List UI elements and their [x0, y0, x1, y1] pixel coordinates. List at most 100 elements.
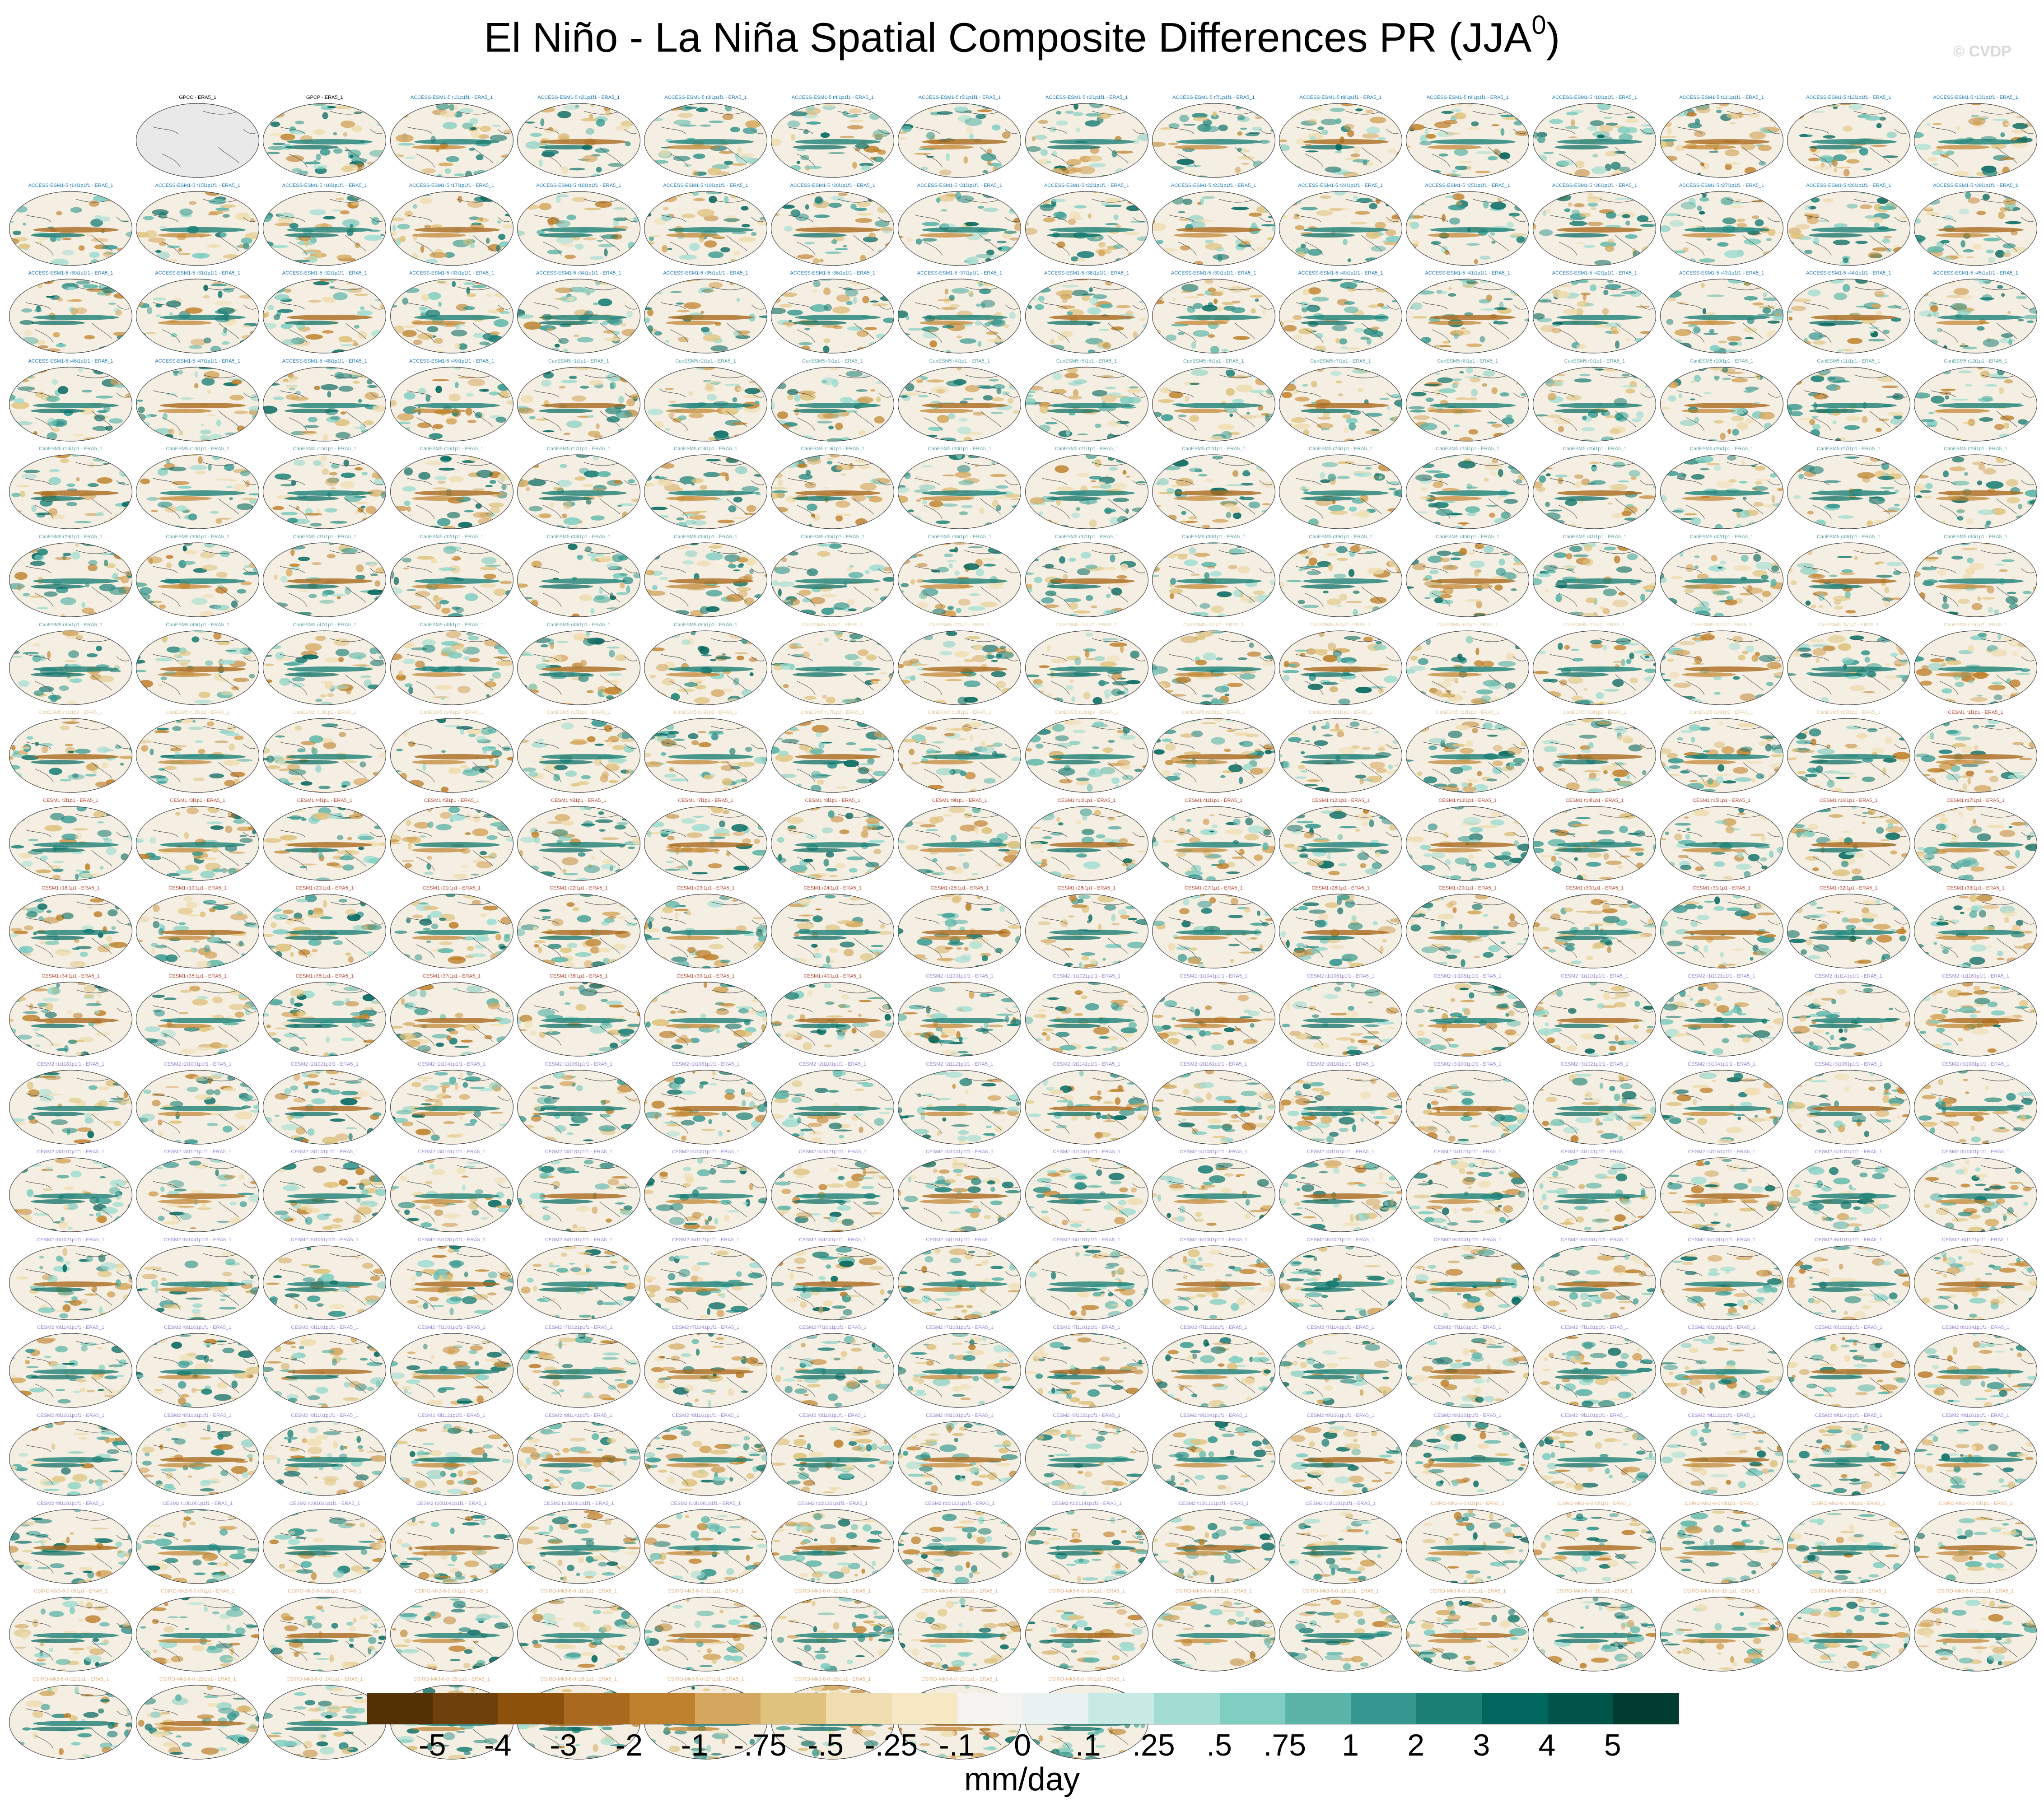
map-panel: CESM2 r10i1141p1f1 - ERA5_1 — [1023, 1501, 1150, 1587]
map-panel: ACCESS-ESM1-5 r45i1p1f1 - ERA5_1 — [1912, 270, 2039, 356]
map-panel: CESM1 r25i1p1 - ERA5_1 — [896, 885, 1023, 971]
globe-map — [643, 1156, 768, 1233]
map-panel: CanESM5 r37i1p1 - ERA5_1 — [1023, 534, 1150, 620]
globe-map — [1532, 1156, 1657, 1233]
map-panel: ACCESS-ESM1-5 r31i1p1f1 - ERA5_1 — [134, 270, 261, 356]
map-panel: CESM1 r29i1p1 - ERA5_1 — [1404, 885, 1531, 971]
map-panel: CSIRO-Mk3-6-0 r9i1p1 - ERA5_1 — [388, 1588, 515, 1674]
map-panel: CESM2 r9i1181p1f1 - ERA5_1 — [7, 1501, 134, 1587]
panel-label: ACCESS-ESM1-5 r2i1p1f1 - ERA5_1 — [515, 95, 642, 101]
globe-map — [1532, 278, 1657, 354]
globe-map — [1786, 893, 1911, 969]
globe-map — [770, 453, 895, 530]
panel-label: CESM1 r4i1p1 - ERA5_1 — [261, 798, 388, 804]
map-panel: CESM2 r3i1181p1f1 - ERA5_1 — [515, 1149, 642, 1235]
panel-label: CESM2 r1i1061p1f1 - ERA5_1 — [1277, 974, 1404, 979]
panel-label: CanESM5 r38i1p1 - ERA5_1 — [1150, 534, 1277, 540]
globe-map — [1659, 629, 1784, 706]
globe-map — [1024, 278, 1149, 354]
globe-map — [1278, 366, 1403, 443]
map-panel: CanESM5 r27i1p1 - ERA5_1 — [1785, 446, 1912, 532]
panel-label: CanESM5 r34i1p1 - ERA5_1 — [642, 534, 769, 540]
map-panel: CanESM5 r31i1p1 - ERA5_1 — [261, 534, 388, 620]
map-panel: CESM2 r6i1021p1f1 - ERA5_1 — [1277, 1237, 1404, 1323]
globe-map — [1532, 1069, 1657, 1146]
panel-label: CESM2 r4i1041p1f1 - ERA5_1 — [896, 1149, 1023, 1155]
globe-map — [8, 893, 133, 969]
colorbar — [367, 1693, 1679, 1724]
globe-map — [1405, 1508, 1530, 1585]
colorbar-units: mm/day — [0, 1761, 2044, 1798]
map-panel: CanESM5 r11i1p2 - ERA5_1 — [7, 710, 134, 796]
map-panel: CanESM5 r3i1p1 - ERA5_1 — [769, 359, 896, 444]
panel-label: CESM1 r6i1p1 - ERA5_1 — [515, 798, 642, 804]
colorbar-swatch — [1351, 1693, 1417, 1724]
map-panel: ACCESS-ESM1-5 r15i1p1f1 - ERA5_1 — [134, 183, 261, 269]
globe-map — [389, 981, 514, 1057]
panel-label: CanESM5 r5i1p2 - ERA5_1 — [1277, 622, 1404, 628]
panel-label: CESM2 r2i1061p1f1 - ERA5_1 — [515, 1062, 642, 1067]
map-panel: CESM2 r8i1061p1f1 - ERA5_1 — [7, 1413, 134, 1499]
panel-label: CESM2 r2i1041p1f1 - ERA5_1 — [388, 1062, 515, 1067]
globe-map — [1151, 1069, 1276, 1146]
map-panel: CanESM5 r15i1p1 - ERA5_1 — [261, 446, 388, 532]
panel-label: CESM2 r10i1081p1f1 - ERA5_1 — [642, 1501, 769, 1507]
globe-map — [897, 1069, 1022, 1146]
map-panel: CESM2 r1i1021p1f1 - ERA5_1 — [1023, 974, 1150, 1059]
panel-label: CanESM5 r43i1p1 - ERA5_1 — [1785, 534, 1912, 540]
globe-map — [1278, 981, 1403, 1057]
map-panel: CESM2 r1i1181p1f1 - ERA5_1 — [7, 1062, 134, 1147]
panel-label: ACCESS-ESM1-5 r31i1p1f1 - ERA5_1 — [134, 270, 261, 276]
globe-map — [897, 629, 1022, 706]
globe-map — [1786, 453, 1911, 530]
map-panel: CESM2 r6i1061p1f1 - ERA5_1 — [1531, 1237, 1658, 1323]
globe-map — [1913, 805, 2038, 882]
panel-label: CESM2 r3i1161p1f1 - ERA5_1 — [388, 1149, 515, 1155]
map-panel: CanESM5 r21i1p2 - ERA5_1 — [1277, 710, 1404, 796]
panel-label: CanESM5 r24i1p1 - ERA5_1 — [1404, 446, 1531, 452]
globe-map — [389, 541, 514, 618]
map-panel: CESM2 r4i1061p1f1 - ERA5_1 — [1023, 1149, 1150, 1235]
globe-map — [1786, 1420, 1911, 1497]
globe-map — [1532, 717, 1657, 794]
globe-map — [1405, 190, 1530, 267]
panel-label: CanESM5 r47i1p1 - ERA5_1 — [261, 622, 388, 628]
panel-label: CESM2 r6i1161p1f1 - ERA5_1 — [134, 1325, 261, 1331]
panel-label: CESM2 r7i1061p1f1 - ERA5_1 — [769, 1325, 896, 1331]
panel-label: CanESM5 r11i1p2 - ERA5_1 — [7, 710, 134, 716]
panel-label: CESM1 r3i1p1 - ERA5_1 — [134, 798, 261, 804]
panel-label: CanESM5 r16i1p1 - ERA5_1 — [388, 446, 515, 452]
globe-map — [135, 805, 260, 882]
globe-map — [1405, 366, 1530, 443]
panel-label: CESM2 r9i1081p1f1 - ERA5_1 — [1404, 1413, 1531, 1419]
panel-label: CESM2 r7i1001p1f1 - ERA5_1 — [388, 1325, 515, 1331]
map-panel: ACCESS-ESM1-5 r32i1p1f1 - ERA5_1 — [261, 270, 388, 356]
map-panel: CESM2 r1i1141p1f1 - ERA5_1 — [1785, 974, 1912, 1059]
globe-map — [1405, 1332, 1530, 1409]
map-panel: CESM2 r3i1161p1f1 - ERA5_1 — [388, 1149, 515, 1235]
globe-map — [135, 1069, 260, 1146]
map-panel: CESM1 r17i1p1 - ERA5_1 — [1912, 798, 2039, 884]
panel-label: CESM1 r14i1p1 - ERA5_1 — [1531, 798, 1658, 804]
globe-map — [389, 1508, 514, 1585]
map-panel: CESM1 r32i1p1 - ERA5_1 — [1785, 885, 1912, 971]
globe-map — [8, 1596, 133, 1672]
globe-map — [1532, 453, 1657, 530]
globe-map — [770, 1420, 895, 1497]
map-panel: CanESM5 r6i1p2 - ERA5_1 — [1404, 622, 1531, 708]
panel-label: CanESM5 r30i1p1 - ERA5_1 — [134, 534, 261, 540]
globe-map — [1151, 893, 1276, 969]
panel-label: CESM2 r5i1181p1f1 - ERA5_1 — [1023, 1237, 1150, 1243]
globe-map — [897, 1596, 1022, 1672]
panel-label: CESM2 r9i1041p1f1 - ERA5_1 — [1150, 1413, 1277, 1419]
globe-map — [1151, 1596, 1276, 1672]
globe-map — [643, 1332, 768, 1409]
globe-map — [516, 893, 641, 969]
map-panel: CanESM5 r34i1p1 - ERA5_1 — [642, 534, 769, 620]
globe-map — [1659, 717, 1784, 794]
panel-label: CESM2 r7i1121p1f1 - ERA5_1 — [1150, 1325, 1277, 1331]
map-panel: CanESM5 r38i1p1 - ERA5_1 — [1150, 534, 1277, 620]
panel-label: CSIRO-Mk3-6-0 r24i1p1 - ERA5_1 — [261, 1677, 388, 1682]
colorbar-swatch — [1154, 1693, 1220, 1724]
globe-map — [262, 1156, 387, 1233]
